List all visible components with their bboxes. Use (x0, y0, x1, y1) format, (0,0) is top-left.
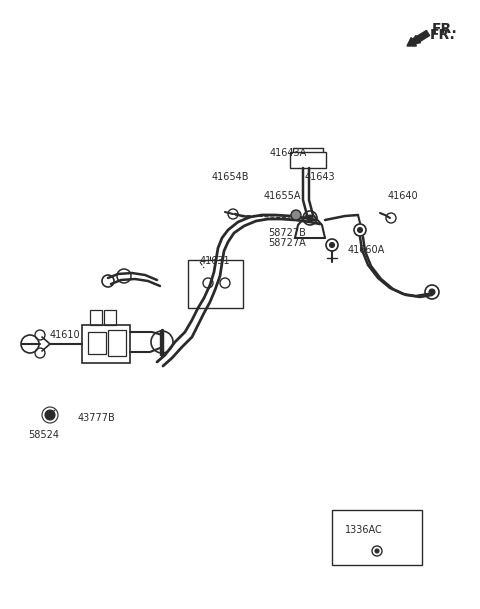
Circle shape (307, 215, 313, 221)
Circle shape (329, 242, 335, 247)
Text: FR.: FR. (432, 22, 458, 36)
Text: FR.: FR. (430, 28, 456, 42)
Bar (188, 260, 243, 308)
Text: 1336AC: 1336AC (345, 525, 383, 535)
Circle shape (45, 410, 55, 420)
Circle shape (358, 228, 362, 233)
Bar (88, 332, 106, 354)
Bar (290, 152, 326, 168)
Bar (108, 330, 126, 356)
Text: 41631: 41631 (200, 256, 230, 266)
Text: 41643: 41643 (305, 172, 336, 182)
Text: 58727A: 58727A (268, 238, 306, 248)
Bar (332, 510, 422, 565)
Text: 41643A: 41643A (270, 148, 307, 158)
Text: 41655A: 41655A (264, 191, 301, 201)
Text: 43777B: 43777B (78, 413, 116, 423)
Bar (104, 310, 116, 325)
Circle shape (291, 210, 301, 220)
FancyArrow shape (407, 30, 430, 46)
Bar (82, 325, 130, 363)
Text: 58727B: 58727B (268, 228, 306, 238)
Text: 41660A: 41660A (348, 245, 385, 255)
Text: 41654B: 41654B (212, 172, 249, 182)
Circle shape (429, 289, 435, 295)
Circle shape (375, 549, 379, 553)
Text: 41610: 41610 (50, 330, 81, 340)
Text: 41640: 41640 (388, 191, 419, 201)
Bar (90, 310, 102, 325)
Text: 58524: 58524 (28, 430, 59, 440)
